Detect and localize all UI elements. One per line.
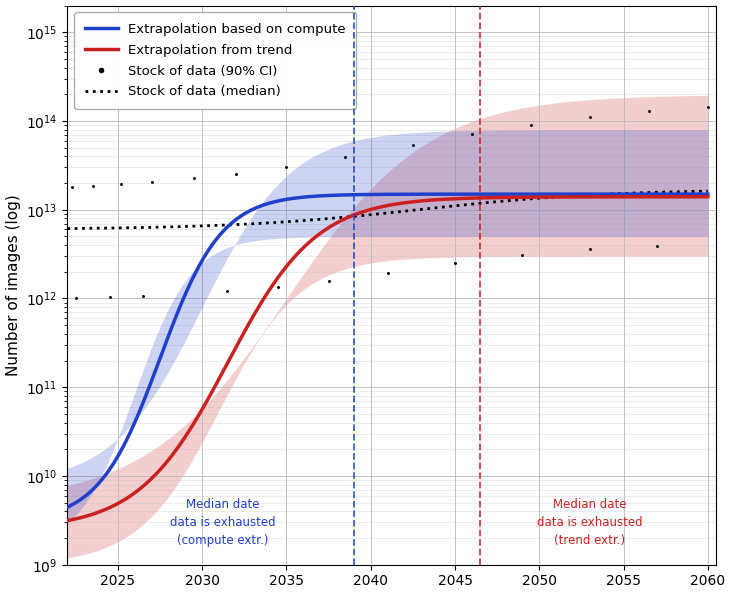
- Point: [188, 173, 200, 183]
- Legend: Extrapolation based on compute, Extrapolation from trend, Stock of data (90% CI): Extrapolation based on compute, Extrapol…: [74, 12, 356, 109]
- Point: [466, 129, 478, 139]
- Point: [146, 178, 157, 187]
- Point: [651, 241, 663, 250]
- Text: Median date
data is exhausted
(compute extr.): Median date data is exhausted (compute e…: [170, 498, 275, 546]
- Point: [272, 282, 284, 291]
- Point: [517, 251, 529, 260]
- Point: [584, 112, 596, 122]
- Point: [382, 268, 394, 277]
- Point: [87, 181, 99, 191]
- Point: [323, 276, 335, 286]
- Text: Median date
data is exhausted
(trend extr.): Median date data is exhausted (trend ext…: [537, 498, 643, 546]
- Point: [449, 259, 461, 268]
- Point: [70, 293, 82, 303]
- Point: [280, 162, 292, 172]
- Point: [116, 179, 127, 189]
- Point: [525, 120, 537, 129]
- Point: [179, 289, 191, 299]
- Point: [407, 140, 419, 150]
- Point: [702, 102, 714, 112]
- Point: [584, 245, 596, 254]
- Point: [222, 286, 234, 296]
- Point: [230, 169, 242, 178]
- Point: [340, 152, 351, 162]
- Point: [138, 291, 149, 301]
- Point: [104, 292, 116, 302]
- Point: [67, 182, 78, 192]
- Point: [643, 106, 654, 116]
- Y-axis label: Number of images (log): Number of images (log): [6, 194, 20, 376]
